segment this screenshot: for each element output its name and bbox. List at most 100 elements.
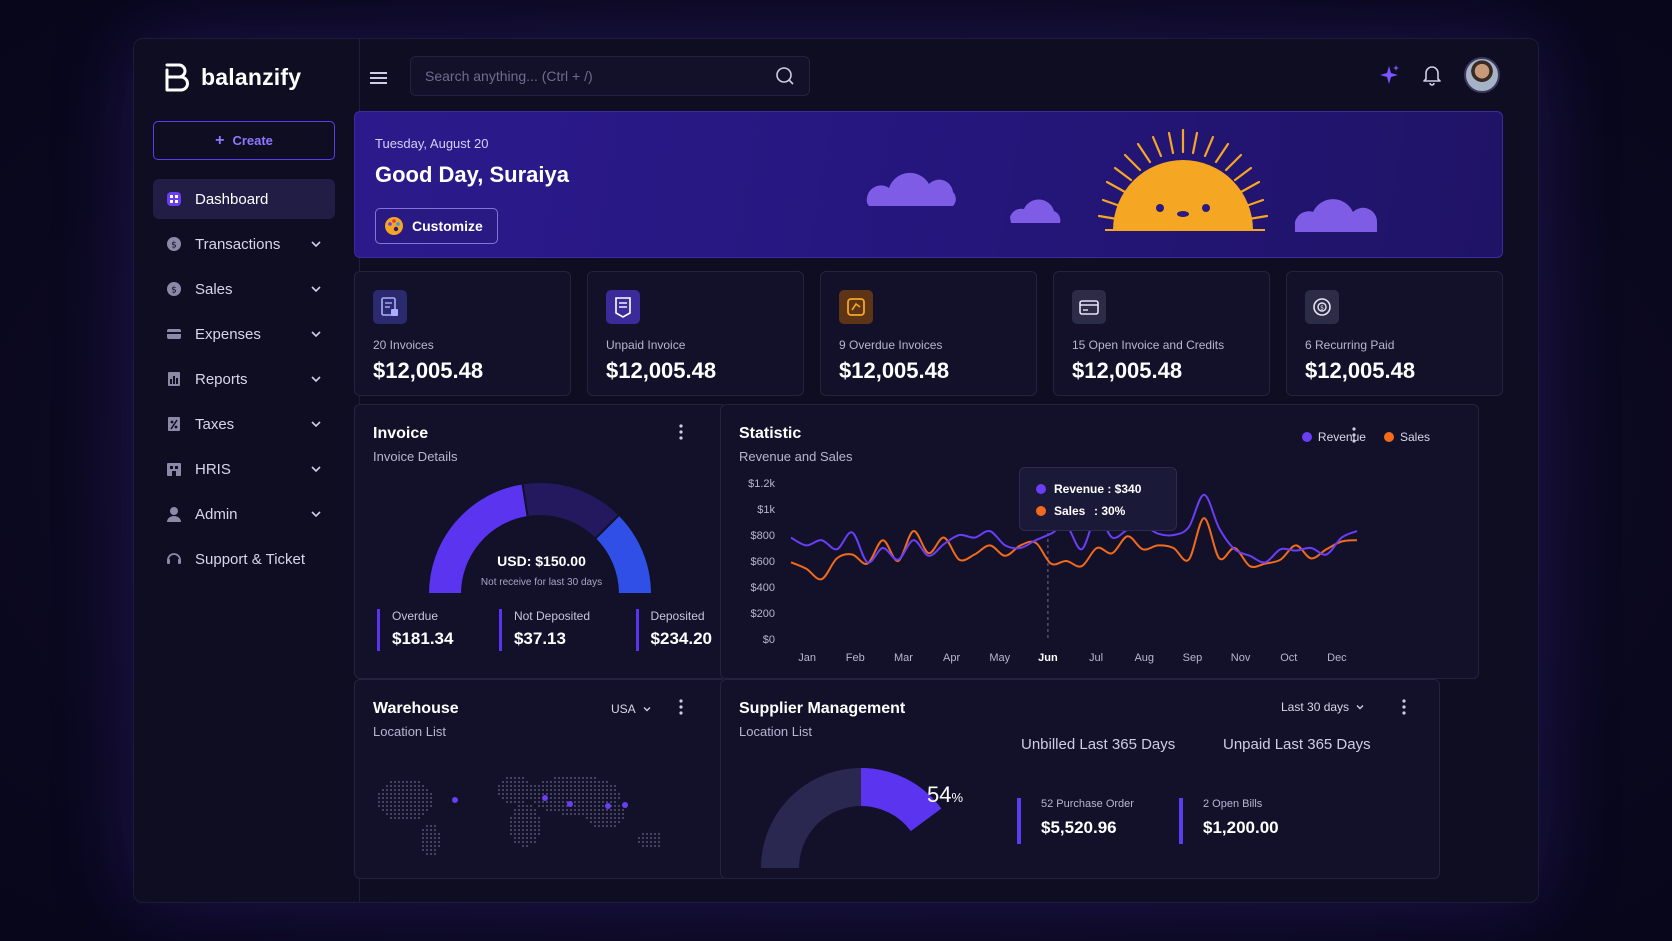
- warehouse-marker[interactable]: [622, 802, 628, 808]
- stat-card[interactable]: Unpaid Invoice $12,005.48: [587, 271, 804, 396]
- map-dot: [605, 780, 609, 784]
- create-button[interactable]: + Create: [153, 121, 335, 160]
- svg-text:$: $: [171, 286, 177, 296]
- supplier-more-icon[interactable]: [1401, 698, 1407, 716]
- map-dot: [421, 844, 425, 848]
- chevron-down-icon[interactable]: [309, 462, 323, 476]
- legend-item-sales[interactable]: Sales: [1383, 430, 1430, 444]
- sidebar-item-transactions[interactable]: $ Transactions: [153, 224, 335, 264]
- map-dot: [601, 792, 605, 796]
- bell-icon[interactable]: [1422, 64, 1442, 86]
- reports-icon: [168, 372, 180, 386]
- warehouse-marker[interactable]: [452, 797, 458, 803]
- stat-cards: 20 Invoices $12,005.48 Unpaid Invoice $12,0…: [354, 271, 1503, 396]
- map-dot: [601, 788, 605, 792]
- sidebar-item-dashboard[interactable]: Dashboard: [153, 179, 335, 219]
- map-dot: [425, 848, 429, 852]
- map-dot: [385, 796, 389, 800]
- warehouse-more-icon[interactable]: [678, 698, 684, 716]
- sidebar-item-label: HRIS: [195, 460, 231, 478]
- warehouse-marker[interactable]: [567, 801, 573, 807]
- map-dot: [389, 792, 393, 796]
- map-dot: [617, 796, 621, 800]
- sidebar-item-reports[interactable]: Reports: [153, 359, 335, 399]
- search-icon[interactable]: [775, 66, 795, 86]
- sidebar-item-expenses[interactable]: Expenses: [153, 314, 335, 354]
- stat-card[interactable]: 20 Invoices $12,005.48: [354, 271, 571, 396]
- x-tick-label: Jun: [1038, 652, 1058, 664]
- stat-card[interactable]: 9 Overdue Invoices $12,005.48: [820, 271, 1037, 396]
- map-dot: [433, 824, 437, 828]
- chevron-down-icon[interactable]: [309, 417, 323, 431]
- x-tick-label: Jan: [798, 652, 816, 664]
- map-dot: [593, 780, 597, 784]
- sidebar-item-admin[interactable]: Admin: [153, 494, 335, 534]
- map-dot: [521, 840, 525, 844]
- customize-button[interactable]: Customize: [375, 208, 498, 244]
- warehouse-marker[interactable]: [605, 803, 611, 809]
- period-select[interactable]: Last 30 days: [1281, 700, 1365, 714]
- chevron-down-icon[interactable]: [309, 237, 323, 251]
- open-bills-metric: 2 Open Bills $1,200.00: [1179, 798, 1279, 844]
- map-dot: [409, 784, 413, 788]
- chevron-down-icon: [1356, 705, 1364, 710]
- donut-value-segment[interactable]: [861, 768, 942, 832]
- stat-card[interactable]: 15 Open Invoice and Credits $12,005.48: [1053, 271, 1270, 396]
- warehouse-marker[interactable]: [542, 795, 548, 801]
- map-dot: [425, 828, 429, 832]
- map-dot: [405, 804, 409, 808]
- map-dot: [513, 800, 517, 804]
- sidebar-item-sales[interactable]: $ Sales: [153, 269, 335, 309]
- map-dot: [513, 784, 517, 788]
- search-bar[interactable]: [410, 56, 810, 96]
- sidebar-item-taxes[interactable]: Taxes: [153, 404, 335, 444]
- map-dot: [509, 832, 513, 836]
- map-dot: [609, 824, 613, 828]
- map-dot: [581, 800, 585, 804]
- map-dot: [405, 816, 409, 820]
- warehouse-card: Warehouse Location List USA: [354, 679, 727, 879]
- series-line-revenue[interactable]: [790, 493, 1358, 564]
- map-dot: [513, 780, 517, 784]
- stat-card[interactable]: $6 Recurring Paid $12,005.48: [1286, 271, 1503, 396]
- map-dot: [385, 804, 389, 808]
- map-dot: [549, 780, 553, 784]
- chevron-down-icon[interactable]: [309, 372, 323, 386]
- map-dot: [509, 800, 513, 804]
- map-dot: [565, 776, 569, 780]
- revenue-sales-chart: $0 $200 $400 $600 $800 $1k $1.2k Jan Feb Mar Apr Ma…: [748, 478, 1358, 664]
- chart-tooltip: Revenue : $340 Sales: 30%: [1019, 467, 1177, 531]
- map-dot: [513, 836, 517, 840]
- user-avatar[interactable]: [1464, 57, 1500, 93]
- chevron-down-icon[interactable]: [309, 507, 323, 521]
- sparkle-icon[interactable]: [1378, 64, 1400, 86]
- statistic-more-icon[interactable]: [1351, 426, 1357, 444]
- sidebar-item-support-ticket[interactable]: Support & Ticket: [153, 539, 335, 579]
- map-dot: [541, 784, 545, 788]
- map-dot: [533, 820, 537, 824]
- menu-icon[interactable]: [369, 69, 389, 87]
- brand-logo[interactable]: balanzify: [161, 61, 301, 93]
- map-dot: [593, 820, 597, 824]
- sidebar-item-hris[interactable]: HRIS: [153, 449, 335, 489]
- donut-remaining-segment[interactable]: [761, 768, 861, 868]
- map-dot: [649, 840, 653, 844]
- country-select[interactable]: USA: [611, 702, 652, 716]
- map-dot: [409, 804, 413, 808]
- map-dot: [517, 840, 521, 844]
- map-dot: [501, 796, 505, 800]
- sales-icon: $: [167, 282, 181, 296]
- map-dot: [589, 804, 593, 808]
- x-tick-label: Sep: [1183, 652, 1203, 664]
- map-dot: [637, 840, 641, 844]
- map-dot: [421, 812, 425, 816]
- map-dot: [565, 812, 569, 816]
- chevron-down-icon[interactable]: [309, 282, 323, 296]
- series-line-sales[interactable]: [790, 517, 1358, 581]
- invoice-more-icon[interactable]: [678, 423, 684, 441]
- stat-icon-box: $: [1305, 290, 1339, 324]
- chevron-down-icon[interactable]: [309, 327, 323, 341]
- search-input[interactable]: [425, 68, 775, 84]
- map-dot: [557, 776, 561, 780]
- gauge-segment-deposited[interactable]: [593, 513, 654, 595]
